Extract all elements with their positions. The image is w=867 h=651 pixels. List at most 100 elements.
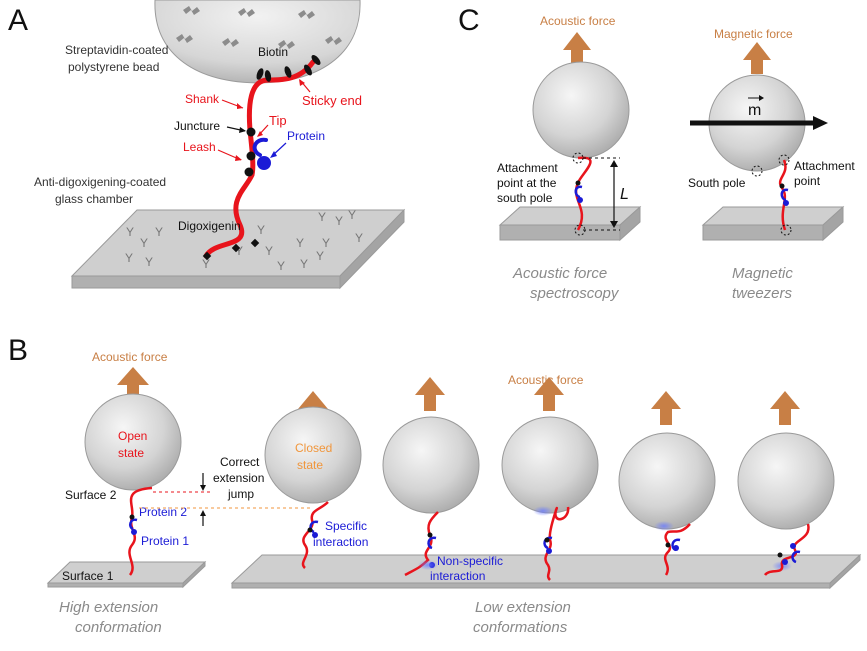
afs-caption-2: spectroscopy <box>530 285 620 302</box>
correct-label-2: extension <box>213 471 264 485</box>
mt-attach-label-1: Attachment <box>794 159 855 173</box>
bead-6-tether <box>763 523 810 576</box>
svg-text:Y: Y <box>202 257 210 271</box>
surface-2-label: Surface 2 <box>65 488 117 502</box>
specific-label-2: interaction <box>313 535 368 549</box>
bead-5 <box>618 432 716 530</box>
shank-label: Shank <box>185 92 220 106</box>
svg-text:Y: Y <box>235 244 243 258</box>
protein-1-label: Protein 1 <box>141 534 189 548</box>
afs-attach-label-2: point at the <box>497 176 557 190</box>
svg-text:Y: Y <box>348 208 356 222</box>
open-state-line2: state <box>118 446 144 460</box>
nonspecific-label-2: interaction <box>430 569 485 583</box>
panel-b: B Surface 1 Acoustic force Open state Su… <box>8 334 862 636</box>
panel-a: A Streptavidin-coated polystyrene bead B… <box>8 0 406 290</box>
svg-text:Y: Y <box>265 244 273 258</box>
protein-label: Protein <box>287 129 325 143</box>
tip-label: Tip <box>269 113 287 128</box>
south-pole-marker <box>751 165 763 177</box>
svg-text:Y: Y <box>318 210 326 224</box>
glass-chamber-front <box>71 275 341 289</box>
juncture-point <box>246 127 256 137</box>
nonspecific-label-1: Non-specific <box>437 554 503 568</box>
low-extension-caption-1: Low extension <box>475 599 571 616</box>
svg-text:Y: Y <box>140 236 148 250</box>
tip-hook <box>252 137 268 157</box>
bead-6 <box>737 432 835 530</box>
force-arrow-4 <box>534 377 564 411</box>
mt-surface-top <box>701 206 845 226</box>
mt-caption-2: tweezers <box>732 285 793 302</box>
bead-4 <box>501 416 599 514</box>
moment-symbol: m <box>748 102 761 119</box>
afs-force-label: Acoustic force <box>540 14 616 28</box>
bead-5-tether <box>663 523 691 576</box>
svg-text:Y: Y <box>335 214 343 228</box>
open-state-line1: Open <box>118 429 147 443</box>
force-label-right: Acoustic force <box>508 373 584 387</box>
leash-label: Leash <box>183 140 216 154</box>
force-arrow-5 <box>651 391 681 425</box>
correct-label-1: Correct <box>220 455 260 469</box>
protein-2-label: Protein 2 <box>139 505 187 519</box>
svg-text:Y: Y <box>322 236 330 250</box>
svg-text:Y: Y <box>126 225 134 239</box>
high-extension-caption-1: High extension <box>59 599 158 616</box>
panel-label-a: A <box>8 4 28 37</box>
afs-surface-front <box>499 224 621 241</box>
afs-force-arrow <box>563 32 591 64</box>
protein-sphere <box>257 156 271 170</box>
biotin-label: Biotin <box>258 45 288 59</box>
leash-point <box>246 151 256 161</box>
closed-state-line1: Closed <box>295 441 332 455</box>
svg-text:Y: Y <box>277 259 285 273</box>
chamber-label-line1: Anti-digoxigening-coated <box>34 175 166 189</box>
afs-attach-label-3: south pole <box>497 191 553 205</box>
specific-label-1: Specific <box>325 519 367 533</box>
south-pole-label: South pole <box>688 176 746 190</box>
panel-label-c: C <box>458 4 480 37</box>
afs-attach-label-1: Attachment <box>497 161 558 175</box>
mt-caption-1: Magnetic <box>732 265 793 282</box>
open-state-bead <box>84 393 182 491</box>
length-symbol: L <box>620 186 629 203</box>
force-arrow-open <box>117 367 149 402</box>
leash-point-2 <box>244 167 254 177</box>
anti-digoxigenin-antibodies: Y Y Y Y Y Y Y Y Y Y Y Y Y Y Y Y Y Y <box>125 208 363 273</box>
bead-label-line2: polystyrene bead <box>68 60 159 74</box>
glass-chamber-side <box>339 208 405 290</box>
afs-caption-1: Acoustic force <box>512 265 607 282</box>
afs-bead <box>532 61 630 159</box>
svg-text:Y: Y <box>257 223 265 237</box>
svg-text:Y: Y <box>155 225 163 239</box>
low-extension-caption-2: conformations <box>473 619 568 636</box>
streptavidin-glyphs <box>176 6 342 49</box>
force-arrow-3 <box>415 377 445 411</box>
svg-text:Y: Y <box>355 231 363 245</box>
bead-3 <box>382 416 480 514</box>
mt-attachment-point <box>778 154 790 166</box>
svg-text:Y: Y <box>125 251 133 265</box>
bead-4-tether <box>544 506 570 581</box>
mt-attach-label-2: point <box>794 174 821 188</box>
biotin-markers <box>256 55 321 82</box>
mt-surface-front <box>702 224 824 241</box>
panel-label-b: B <box>8 334 28 367</box>
svg-text:Y: Y <box>300 257 308 271</box>
afs-surface-top <box>498 206 642 226</box>
closed-state-line2: state <box>297 458 323 472</box>
high-extension-caption-2: conformation <box>75 619 162 636</box>
juncture-label: Juncture <box>174 119 220 133</box>
force-arrow-6 <box>770 391 800 425</box>
mt-force-arrow <box>743 42 771 74</box>
bead-label-line1: Streptavidin-coated <box>65 43 168 57</box>
panel-c: C Acoustic force L Attachment point at t… <box>458 4 855 302</box>
correct-label-3: jump <box>227 487 254 501</box>
digoxigenin-label: Digoxigenin <box>178 219 241 233</box>
svg-text:Y: Y <box>145 255 153 269</box>
force-label-left: Acoustic force <box>92 350 168 364</box>
closed-state-tether <box>301 501 329 569</box>
surface-1-label: Surface 1 <box>62 569 114 583</box>
